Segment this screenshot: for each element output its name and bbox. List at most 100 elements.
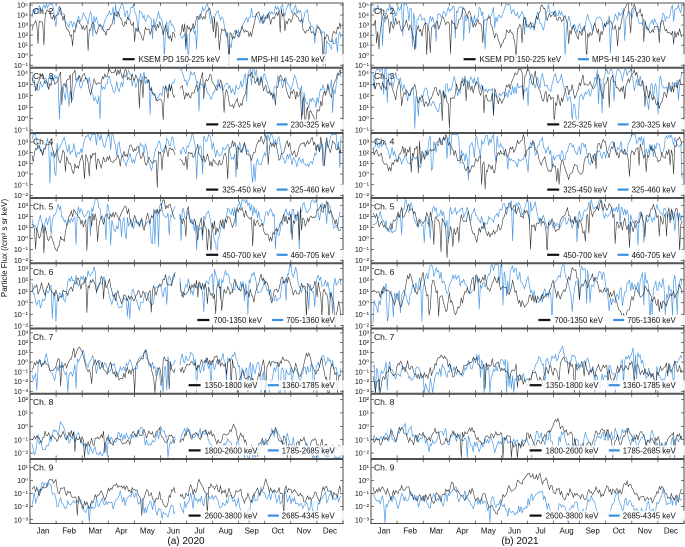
month-label: Dec <box>323 527 337 536</box>
month-label: Jan <box>37 527 50 536</box>
legend-box <box>202 184 345 195</box>
ksem-legend-label: 450-700 keV <box>563 251 608 260</box>
y-tick-label: 10⁻¹ <box>14 310 29 319</box>
mps-legend-label: 1360-1785 keV <box>282 381 336 390</box>
legend-box <box>543 249 685 260</box>
y-tick-label: 10⁰ <box>17 51 28 60</box>
y-tick-label: 10¹ <box>18 103 29 112</box>
ksem-legend-label: 325-450 keV <box>222 186 267 195</box>
y-tick-label: 10⁻² <box>355 377 370 386</box>
y-tick-label: 10¹ <box>359 41 370 50</box>
month-label: Nov <box>297 527 311 536</box>
y-tick-label: 10⁰ <box>358 234 369 243</box>
ksem-pd-trace <box>372 266 683 319</box>
y-tick-label: 10⁴ <box>17 68 28 77</box>
y-tick-label: 10¹ <box>359 463 370 472</box>
legend-box <box>193 315 345 325</box>
y-tick-label: 10⁵ <box>17 1 28 10</box>
mps-hi-trace <box>372 198 683 246</box>
y-tick-label: 10¹ <box>359 223 370 232</box>
legend-box <box>525 380 685 391</box>
mps-hi-trace <box>372 264 683 324</box>
ksem-legend-label: KSEM PD 150-225 keV <box>480 55 562 64</box>
ksem-legend-label: 1800-2600 keV <box>546 446 600 455</box>
month-label: Jan <box>378 527 391 536</box>
ksem-pd-trace <box>31 6 342 66</box>
y-tick-label: 10¹ <box>359 103 370 112</box>
ksem-pd-trace <box>31 199 342 254</box>
mps-hi-trace <box>372 486 683 525</box>
mps-legend-label: 1785-2685 keV <box>623 446 677 455</box>
month-label: Dec <box>664 527 678 536</box>
y-tick-label: 10³ <box>18 21 29 30</box>
channel-label: Ch. 6 <box>374 267 395 277</box>
ksem-legend-label: 700-1350 keV <box>554 316 603 325</box>
legend-box <box>543 184 685 195</box>
channel-label: Ch. 3 <box>33 71 54 81</box>
y-tick-label: 10⁻² <box>355 502 370 511</box>
ksem-pd-trace <box>372 133 683 190</box>
channel-label: Ch. 9 <box>33 462 54 472</box>
caption-2021: (b) 2021 <box>501 536 539 547</box>
mps-legend-label: MPS-HI 145-230 keV <box>251 55 325 64</box>
y-tick-label: 10⁰ <box>358 476 369 485</box>
y-tick-label: 10⁴ <box>358 68 369 77</box>
y-tick-label: 10⁻¹ <box>355 435 370 444</box>
y-tick-label: 10¹ <box>359 159 370 168</box>
panel-2021-ch6: 10⁻² 10⁻¹ 10⁰ 10¹ 10² 10³ Ch. 6 700-1350 keV 705… <box>355 263 685 330</box>
month-label: Jun <box>508 527 521 536</box>
y-tick-label: 10² <box>359 395 370 404</box>
mps-legend-label: MPS-HI 145-230 keV <box>592 55 666 64</box>
caption-2020: (a) 2020 <box>167 536 205 547</box>
y-tick-label: 10⁰ <box>358 358 369 367</box>
ksem-legend-label: 1800-2600 keV <box>205 446 259 455</box>
month-label: Sep <box>586 527 601 536</box>
mps-legend-label: 1785-2685 keV <box>282 446 336 455</box>
mps-legend-label: 460-705 keV <box>632 251 677 260</box>
y-tick-label: 10¹ <box>18 223 29 232</box>
y-tick-label: 10⁻² <box>14 191 29 200</box>
month-label: Jun <box>167 527 180 536</box>
y-tick-label: 10⁻¹ <box>355 310 370 319</box>
ksem-pd-trace <box>31 272 342 328</box>
mps-legend-label: 230-325 keV <box>291 120 336 129</box>
ksem-pd-trace <box>372 199 683 258</box>
channel-label: Ch. 4 <box>374 136 395 146</box>
y-tick-label: 10⁻² <box>14 377 29 386</box>
y-tick-label: 10³ <box>359 201 370 210</box>
ksem-pd-trace <box>31 346 342 393</box>
y-tick-label: 10¹ <box>18 348 29 357</box>
y-tick-label: 10⁻² <box>355 449 370 458</box>
y-tick-label: 10⁰ <box>358 422 369 431</box>
legend-box <box>202 249 345 260</box>
month-label: Feb <box>62 527 76 536</box>
month-label: Oct <box>272 527 285 536</box>
y-tick-label: 10⁴ <box>358 11 369 20</box>
y-tick-label: 10² <box>18 148 29 157</box>
channel-label: Ch. 6 <box>33 267 54 277</box>
ksem-pd-trace <box>31 423 342 458</box>
y-tick-label: 10⁰ <box>358 114 369 123</box>
ksem-legend-label: KSEM PD 150-225 keV <box>139 55 221 64</box>
mps-legend-label: 705-1360 keV <box>627 316 676 325</box>
legend-box <box>534 315 685 325</box>
ksem-pd-trace <box>31 68 342 130</box>
y-tick-label: 10⁻³ <box>14 515 29 524</box>
panel-2020-ch8: 10⁻² 10⁻¹ 10⁰ 10¹ 10² Ch. 8 1800-2600 keV 1785-… <box>14 393 345 459</box>
panel-2021-ch8: 10⁻² 10⁻¹ 10⁰ 10¹ 10² Ch. 8 1800-2600 keV 1785-… <box>355 393 685 459</box>
y-tick-label: 10⁻³ <box>355 515 370 524</box>
y-tick-label: 10⁻¹ <box>355 245 370 254</box>
month-label: Nov <box>638 527 652 536</box>
y-tick-label: 10⁻² <box>14 256 29 265</box>
y-tick-label: 10⁻¹ <box>14 367 29 376</box>
y-tick-label: 10⁻² <box>14 449 29 458</box>
month-label: Oct <box>613 527 626 536</box>
y-tick-label: 10⁻³ <box>14 387 29 396</box>
month-label: Jul <box>194 527 204 536</box>
channel-label: Ch. 7 <box>33 332 54 342</box>
y-tick-label: 10² <box>359 212 370 221</box>
ksem-pd-trace <box>372 417 683 458</box>
y-tick-label: 10³ <box>18 264 29 273</box>
y-tick-label: 10⁰ <box>17 298 28 307</box>
